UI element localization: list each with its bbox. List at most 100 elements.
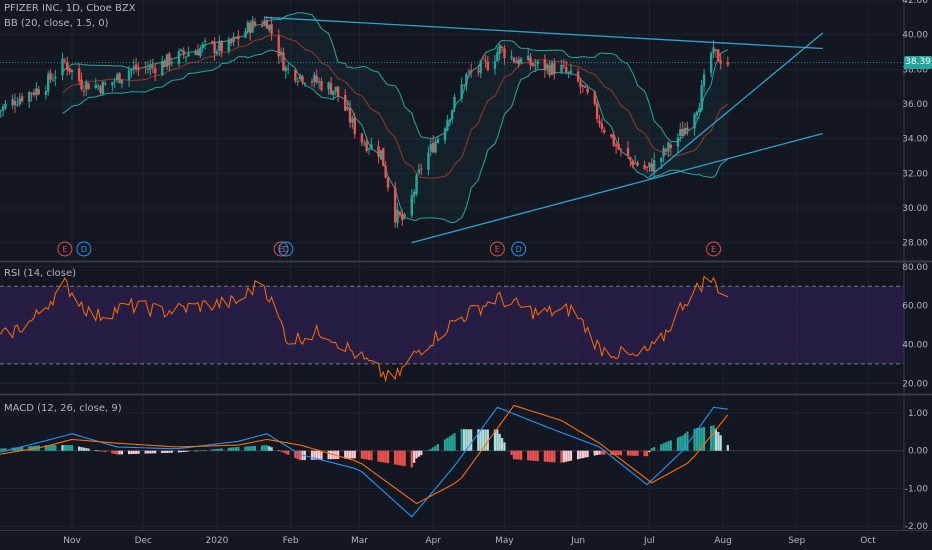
macd-histogram-bar — [70, 445, 74, 451]
macd-histogram-bar — [432, 447, 435, 451]
macd-histogram-bar — [80, 447, 83, 451]
trendline — [411, 132, 824, 244]
macd-histogram-bar — [337, 450, 340, 459]
candle-body — [263, 20, 266, 26]
rsi-y-tick-label: 80.00 — [902, 263, 928, 273]
candle-body — [4, 103, 7, 109]
candle-body — [396, 209, 399, 224]
macd-histogram-bar — [629, 450, 632, 456]
macd-histogram-bar — [113, 450, 116, 455]
candle-body — [527, 55, 530, 61]
rsi-band-area — [0, 285, 904, 365]
macd-histogram-bar — [253, 445, 257, 451]
candle-body — [467, 71, 471, 73]
candle-body — [603, 129, 606, 133]
candle-body — [726, 62, 730, 65]
macd-histogram-bar — [268, 446, 271, 451]
candle-body — [301, 76, 304, 83]
candle-body — [111, 81, 114, 86]
candle-body — [676, 137, 680, 147]
candle-body — [346, 107, 349, 110]
x-tick-label: Sep — [788, 536, 805, 546]
candle-body — [232, 36, 235, 43]
candle-body — [13, 100, 17, 106]
trendline — [648, 32, 824, 178]
macd-histogram-bar — [401, 450, 404, 466]
macd-histogram-bar — [187, 450, 190, 452]
candle-body — [303, 82, 307, 84]
candle-body — [118, 72, 121, 83]
macd-histogram-bar — [284, 450, 287, 454]
price-y-tick-label: 28.00 — [902, 239, 928, 249]
macd-histogram-bar — [710, 425, 713, 451]
candle-body — [393, 187, 397, 223]
candle-body — [370, 144, 373, 150]
macd-histogram-bar — [21, 446, 24, 451]
price-y-tick-label: 30.00 — [902, 204, 928, 214]
macd-histogram-bar — [596, 450, 599, 456]
macd-histogram-bar — [536, 450, 539, 462]
macd-histogram-bar — [603, 450, 606, 455]
candle-body — [553, 63, 556, 74]
candle-body — [101, 81, 105, 95]
candle-body — [686, 127, 689, 131]
candle-body — [562, 65, 566, 67]
macd-histogram-bar — [0, 448, 2, 451]
candle-body — [310, 81, 314, 83]
candle-body — [498, 44, 501, 54]
candle-body — [63, 60, 67, 62]
macd-y-tick-label: 0.00 — [908, 447, 928, 457]
macd-histogram-bar — [403, 450, 406, 467]
candle-body — [377, 146, 380, 157]
candle-body — [664, 149, 668, 152]
macd-histogram-bar — [546, 450, 549, 462]
candle-body — [595, 103, 599, 119]
macd-histogram-bar — [263, 445, 266, 451]
price-y-tick-label: 32.00 — [902, 169, 928, 179]
candle-body — [600, 123, 604, 129]
candle-body — [104, 83, 107, 85]
macd-histogram-bar — [543, 450, 546, 462]
macd-histogram-bar — [377, 450, 380, 462]
macd-histogram-bar — [681, 435, 684, 451]
macd-histogram-bar — [146, 450, 150, 454]
macd-histogram-bar — [653, 447, 656, 451]
macd-histogram-bar — [470, 429, 473, 451]
candle-body — [477, 70, 480, 72]
macd-histogram-bar — [562, 450, 565, 463]
candle-body — [279, 51, 283, 56]
macd-histogram-bar — [170, 450, 173, 453]
macd-histogram-bar — [144, 450, 147, 454]
macd-histogram-bar — [650, 448, 653, 451]
macd-histogram-bar — [510, 450, 513, 455]
candle-body — [151, 65, 154, 68]
candle-body — [712, 47, 715, 54]
macd-histogram-bar — [643, 450, 646, 457]
candle-body — [287, 68, 290, 70]
candle-body — [534, 65, 537, 67]
macd-histogram-bar — [44, 445, 47, 451]
candle-body — [94, 84, 97, 88]
candle-body — [168, 53, 171, 66]
candle-body — [453, 96, 456, 109]
macd-series — [0, 404, 904, 518]
candle-body — [329, 82, 333, 95]
macd-histogram-bar — [386, 450, 390, 464]
macd-histogram-bar — [227, 447, 230, 451]
macd-histogram-bar — [517, 450, 520, 460]
candle-body — [427, 152, 430, 170]
candle-body — [550, 62, 554, 75]
candle-body — [47, 74, 50, 92]
macd-histogram-bar — [180, 450, 183, 453]
macd-histogram-bar — [686, 431, 689, 451]
macd-histogram-bar — [28, 446, 31, 451]
candle-body — [327, 82, 330, 90]
candle-body — [196, 50, 200, 56]
candle-body — [37, 89, 40, 95]
macd-histogram-bar — [396, 450, 399, 465]
macd-histogram-bar — [348, 450, 352, 459]
candle-body — [130, 68, 133, 71]
